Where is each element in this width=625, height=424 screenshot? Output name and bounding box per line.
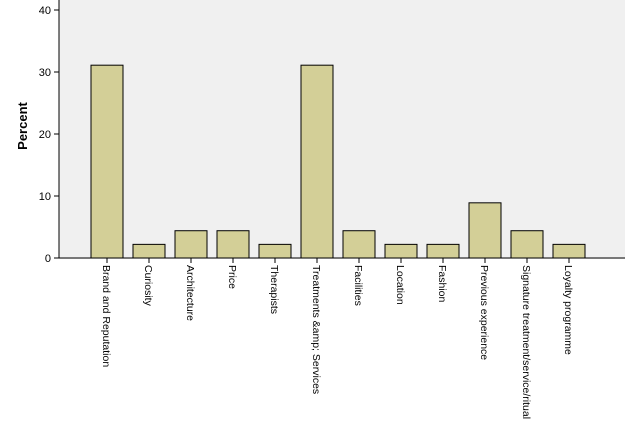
bar [90, 64, 124, 259]
x-tick-label: Architecture [184, 265, 196, 321]
bar [216, 230, 250, 259]
bar [300, 64, 334, 259]
bar [132, 243, 166, 259]
x-tick-label: Location [394, 265, 406, 305]
bar [384, 243, 418, 259]
y-tick-label: 0 [45, 253, 51, 265]
bar [510, 230, 544, 259]
x-tick-label: Loyalty programme [562, 265, 574, 355]
x-tick-label: Price [226, 265, 238, 289]
y-tick-label: 30 [39, 67, 51, 79]
x-tick-label: Treatments &amp; Services [310, 265, 322, 394]
y-tick-label: 40 [39, 5, 51, 17]
x-tick-label: Brand and Reputation [100, 265, 112, 367]
y-axis-label: Percent [15, 101, 30, 149]
y-axis: 0 10 20 30 40 [39, 5, 59, 265]
x-tick-label: Fashion [436, 265, 448, 303]
plot-area [59, 0, 625, 259]
x-tick-label: Previous experience [478, 265, 490, 360]
x-tick-label: Signature treatment/service/ritual [520, 265, 532, 419]
bar [552, 243, 586, 259]
bar [342, 230, 376, 259]
bar [426, 243, 460, 259]
y-tick-label: 20 [39, 129, 51, 141]
bar [468, 202, 502, 259]
x-tick-label: Curiosity [142, 265, 154, 307]
x-tick-label: Therapists [268, 265, 280, 314]
bar [258, 243, 292, 259]
y-tick-label: 10 [39, 191, 51, 203]
bar [174, 230, 208, 259]
x-axis: Brand and Reputation Curiosity Architectur… [100, 258, 574, 419]
bars [90, 64, 586, 259]
x-tick-label: Facilities [352, 265, 364, 306]
